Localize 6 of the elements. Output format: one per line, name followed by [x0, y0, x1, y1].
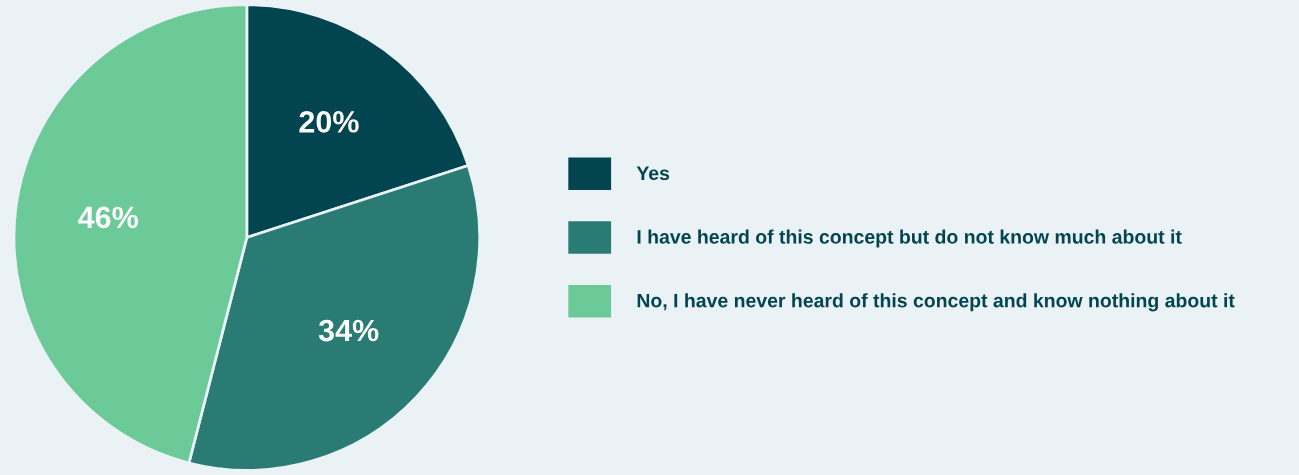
data-label: 20%: [299, 111, 359, 133]
legend-label: Yes: [636, 166, 670, 181]
data-label: 46%: [78, 206, 138, 229]
legend-label: No, I have never heard of this concept and know nothing about it: [637, 293, 1235, 312]
legend-label: I have heard of this concept but do not know much about it: [637, 229, 1182, 248]
data-label: 34%: [318, 319, 379, 342]
